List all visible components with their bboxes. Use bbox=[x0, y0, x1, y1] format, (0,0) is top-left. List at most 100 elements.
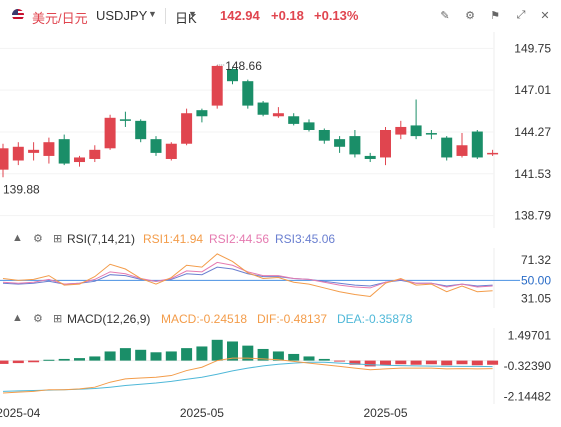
symbol-name[interactable]: 美元/日元 bbox=[32, 11, 88, 26]
macd-tick-label: -0.32390 bbox=[504, 359, 552, 373]
macd-histogram-bar bbox=[349, 360, 361, 365]
candle-body bbox=[181, 113, 193, 144]
price-change: +0.18 bbox=[271, 8, 304, 23]
rsi-current-badge bbox=[520, 273, 558, 288]
candle-body bbox=[104, 117, 116, 149]
macd-histogram-bar bbox=[410, 360, 422, 365]
rsi-tick-label: 71.32 bbox=[521, 253, 551, 267]
macd-histogram-bar bbox=[456, 360, 468, 365]
candle-body bbox=[257, 102, 269, 115]
candle-body bbox=[410, 125, 422, 137]
price-tick-label: 141.53 bbox=[514, 167, 551, 181]
macd-histogram-bar bbox=[227, 341, 238, 361]
symbol-code[interactable]: USDJPY bbox=[96, 8, 148, 23]
low-annotation: 139.88 bbox=[3, 182, 40, 196]
macd-settings-icon[interactable]: ⚙ bbox=[33, 313, 43, 325]
macd-histogram-bar bbox=[471, 360, 483, 366]
candle-body bbox=[441, 137, 453, 158]
candle-body bbox=[456, 145, 468, 156]
rsi-settings-icon[interactable]: ⚙ bbox=[33, 233, 43, 245]
price-tick-label: 147.01 bbox=[514, 83, 551, 97]
candle-body bbox=[89, 149, 101, 159]
candle-body bbox=[74, 157, 85, 163]
macd-histogram-bar bbox=[303, 356, 315, 361]
macd-histogram-bar bbox=[242, 345, 254, 361]
macd-histogram-bar bbox=[318, 358, 330, 361]
macd-histogram-bar bbox=[58, 358, 70, 361]
rsi3-value: RSI3:45.06 bbox=[275, 232, 336, 246]
candle-body bbox=[471, 131, 483, 158]
macd-tick-label: -2.14482 bbox=[504, 389, 552, 403]
price-tick-label: 144.27 bbox=[514, 125, 551, 139]
macd-histogram-bar bbox=[288, 353, 300, 361]
macd-histogram-bar bbox=[364, 360, 376, 367]
macd-histogram-bar bbox=[165, 351, 177, 361]
rsi-expand-icon[interactable]: ⊞ bbox=[53, 233, 63, 245]
macd-histogram-bar bbox=[0, 360, 9, 364]
macd-histogram-bar bbox=[89, 356, 101, 361]
macd-histogram-bar bbox=[119, 348, 131, 361]
macd-legend: ▲ ⚙ ⊞ MACD(12,26,9) MACD:-0.24518 DIF:-0… bbox=[0, 312, 561, 328]
candle-body bbox=[242, 81, 254, 106]
rsi-legend: ▲ ⚙ ⊞ RSI(7,14,21) RSI1:41.94 RSI2:44.56… bbox=[0, 232, 561, 248]
candle-body bbox=[487, 152, 499, 155]
macd-histogram-bar bbox=[181, 348, 193, 361]
price-tick-label: 149.75 bbox=[514, 41, 551, 55]
period-dropdown-icon[interactable]: ▼ bbox=[188, 9, 197, 19]
rsi2-value: RSI2:44.56 bbox=[209, 232, 270, 246]
macd-histogram-bar bbox=[28, 360, 40, 363]
macd-expand-icon[interactable]: ⊞ bbox=[53, 313, 63, 325]
macd-name: MACD(12,26,9) bbox=[67, 312, 151, 326]
price-tick-label: 138.79 bbox=[514, 209, 551, 223]
candle-body bbox=[211, 65, 223, 106]
candle-body bbox=[28, 149, 40, 153]
period-selector[interactable]: 日K bbox=[175, 11, 197, 26]
macd-histogram-bar bbox=[380, 360, 391, 366]
candle-body bbox=[196, 110, 208, 117]
macd-value: MACD:-0.24518 bbox=[161, 312, 248, 326]
candle-body bbox=[12, 146, 24, 161]
macd-chart[interactable]: 1.49701 -0.32390 -2.14482 bbox=[0, 328, 561, 404]
chart-header: 美元/日元 USDJPY ▼ 日K ▼ 142.94 +0.18 +0.13% … bbox=[0, 0, 561, 32]
macd-histogram-bar bbox=[272, 351, 284, 361]
candle-body bbox=[303, 122, 315, 130]
date-tick-label: 2025-05 bbox=[180, 406, 224, 420]
candle-body bbox=[135, 120, 147, 140]
symbol-dropdown-icon[interactable]: ▼ bbox=[148, 9, 157, 19]
dea-value: DEA:-0.35878 bbox=[337, 312, 413, 326]
macd-histogram-bar bbox=[441, 360, 453, 366]
hide-macd-icon[interactable]: ▲ bbox=[12, 312, 23, 324]
candlestick-chart[interactable]: 149.75 147.01 144.27 141.53 138.79 148.66 139.… bbox=[0, 32, 561, 228]
rsi-current-label: 50.00 bbox=[521, 273, 551, 287]
mark-icon[interactable]: ⚑ bbox=[490, 9, 500, 22]
macd-histogram-bar bbox=[43, 359, 55, 361]
macd-histogram-bar bbox=[150, 352, 162, 361]
candle-body bbox=[334, 139, 346, 147]
rsi-name: RSI(7,14,21) bbox=[67, 232, 136, 246]
macd-tick-label: 1.49701 bbox=[508, 329, 552, 343]
date-tick-label: 2025-05 bbox=[363, 406, 407, 420]
header-divider bbox=[165, 8, 166, 24]
candle-body bbox=[364, 155, 376, 159]
high-annotation: 148.66 bbox=[225, 59, 262, 73]
expand-icon[interactable]: ⤢ bbox=[516, 8, 526, 21]
candle-body bbox=[349, 136, 361, 155]
candle-body bbox=[58, 139, 70, 164]
last-price: 142.94 bbox=[220, 8, 260, 23]
rsi1-line bbox=[2, 253, 493, 297]
candle-body bbox=[227, 68, 238, 82]
pencil-icon[interactable]: ✎ bbox=[440, 9, 450, 22]
close-icon[interactable]: ✕ bbox=[540, 9, 550, 22]
macd-histogram-bar bbox=[12, 360, 24, 364]
candle-body bbox=[380, 130, 391, 158]
hide-rsi-icon[interactable]: ▲ bbox=[12, 232, 23, 244]
dif-line bbox=[2, 357, 493, 394]
macd-histogram-bar bbox=[196, 346, 208, 361]
settings-icon[interactable]: ⚙ bbox=[465, 9, 475, 22]
dea-line bbox=[2, 361, 493, 392]
macd-histogram-bar bbox=[334, 360, 346, 362]
macd-histogram-bar bbox=[487, 360, 499, 365]
rsi-tick-label: 31.05 bbox=[521, 291, 551, 305]
macd-histogram-bar bbox=[104, 351, 116, 361]
